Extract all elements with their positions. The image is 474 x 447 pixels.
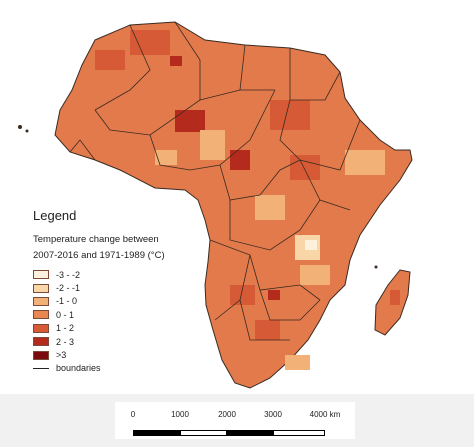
legend-swatch	[33, 310, 49, 320]
legend-label: 0 - 1	[56, 309, 75, 320]
scale-tick-label: 1000	[171, 410, 189, 419]
scale-tick-label: 4000 km	[309, 410, 341, 419]
cool-patch	[155, 150, 177, 165]
cool-patches	[155, 130, 385, 370]
warm-patch	[255, 320, 280, 340]
legend-swatch	[33, 350, 49, 360]
warm-patch	[130, 30, 170, 55]
scalebar-panel: 0 1000 2000 3000 4000 km	[0, 394, 474, 447]
legend-label: >3	[56, 350, 67, 361]
legend-label: -3 - -2	[56, 269, 81, 280]
scale-segment-dark	[133, 430, 180, 436]
legend-item: 1 - 2	[33, 322, 233, 335]
legend-items: -3 - -2 -2 - -1 -1 - 0 0 - 1 1 - 2 2 - 3	[33, 268, 233, 375]
country-boundaries	[69, 21, 361, 341]
africa-map: Legend Temperature change between 2007-2…	[18, 21, 413, 389]
coolest-patch	[305, 240, 317, 250]
legend: Legend Temperature change between 2007-2…	[33, 208, 233, 375]
warm-patch	[230, 285, 255, 305]
scale-segment-dark	[227, 430, 273, 436]
legend-item: -2 - -1	[33, 281, 233, 294]
warm-patch	[390, 290, 400, 305]
legend-item: 0 - 1	[33, 308, 233, 321]
hot-patch	[175, 110, 205, 132]
scalebar: 0 1000 2000 3000 4000 km	[115, 402, 355, 439]
africa-landmass	[54, 21, 413, 389]
legend-label: -2 - -1	[56, 283, 81, 294]
boundary-line-swatch	[33, 367, 49, 370]
legend-swatch	[33, 337, 49, 347]
scale-tick-label: 2000	[218, 410, 236, 419]
scale-tick-label: 0	[130, 410, 136, 419]
cool-patch	[345, 150, 385, 175]
cool-patch	[255, 195, 285, 220]
legend-item: 2 - 3	[33, 335, 233, 348]
legend-label-boundaries: boundaries	[56, 363, 101, 374]
cape-verde-island	[25, 129, 29, 133]
map-canvas	[18, 21, 413, 389]
cool-patch	[285, 355, 310, 370]
cool-patch	[200, 130, 225, 160]
legend-swatch	[33, 296, 49, 306]
legend-item: >3	[33, 348, 233, 361]
comoros-island	[374, 265, 378, 269]
cape-verde-island	[18, 125, 22, 129]
hot-patch	[170, 56, 182, 66]
legend-item: -1 - 0	[33, 295, 233, 308]
hot-patch	[230, 150, 250, 170]
scale-segment-light	[273, 430, 325, 436]
warm-patch	[290, 155, 320, 180]
warm-patch	[270, 100, 310, 130]
scale-tick-label: 3000	[264, 410, 282, 419]
legend-item: -3 - -2	[33, 268, 233, 281]
legend-label: 1 - 2	[56, 323, 75, 334]
legend-swatch	[33, 270, 49, 280]
legend-label: -1 - 0	[56, 296, 78, 307]
legend-subtitle-line2: 2007-2016 and 1971-1989 (°C)	[33, 250, 165, 261]
legend-item-boundaries: boundaries	[33, 362, 233, 375]
temperature-patches	[95, 30, 400, 340]
legend-title: Legend	[33, 208, 77, 223]
legend-swatch	[33, 283, 49, 293]
cool-patch	[300, 265, 330, 285]
hot-patch	[268, 290, 280, 300]
legend-swatch	[33, 323, 49, 333]
scale-segment-light	[180, 430, 227, 436]
legend-label: 2 - 3	[56, 336, 75, 347]
legend-subtitle-line1: Temperature change between	[33, 234, 159, 245]
warm-patch	[95, 50, 125, 70]
